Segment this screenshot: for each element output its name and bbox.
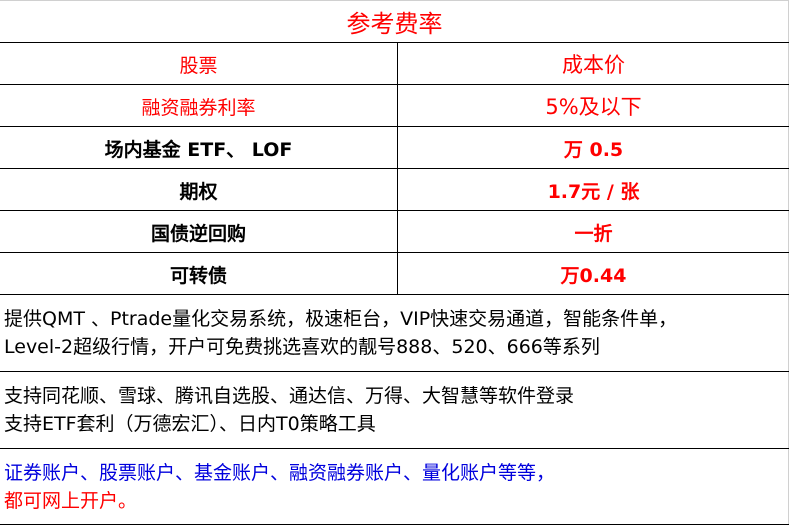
divider xyxy=(0,84,789,85)
divider xyxy=(0,371,789,372)
row-label-etf: 场内基金 ETF、 LOF xyxy=(104,138,293,161)
row-value-margin: 5%及以下 xyxy=(545,95,642,119)
divider xyxy=(0,252,789,253)
note-line: Level-2超级行情，开户可免费挑选喜欢的靓号888、520、666等系列 xyxy=(4,336,600,358)
row-label-repo: 国债逆回购 xyxy=(150,222,246,245)
note-line: 提供QMT 、Ptrade量化交易系统，极速柜台，VIP快速交易通道，智能条件单… xyxy=(4,308,678,330)
divider xyxy=(0,294,789,295)
note-software: 支持同花顺、雪球、腾讯自选股、通达信、万得、大智慧等软件登录 支持ETF套利（万… xyxy=(4,382,574,438)
row-label-convertible: 可转债 xyxy=(169,264,227,287)
note-line: 都可网上开户。 xyxy=(4,490,138,512)
row-value-convertible: 万0.44 xyxy=(560,264,627,287)
note-line: 支持同花顺、雪球、腾讯自选股、通达信、万得、大智慧等软件登录 xyxy=(4,385,575,407)
note-features: 提供QMT 、Ptrade量化交易系统，极速柜台，VIP快速交易通道，智能条件单… xyxy=(4,305,677,361)
divider xyxy=(0,126,789,127)
note-accounts: 证券账户、股票账户、基金账户、融资融券账户、量化账户等等， 都可网上开户。 xyxy=(4,459,555,515)
divider xyxy=(0,448,789,449)
row-value-stock: 成本价 xyxy=(562,53,625,77)
divider xyxy=(0,524,789,525)
row-value-repo: 一折 xyxy=(574,222,613,245)
note-line: 证券账户、股票账户、基金账户、融资融券账户、量化账户等等， xyxy=(4,462,556,484)
divider xyxy=(0,168,789,169)
table-title: 参考费率 xyxy=(346,10,443,38)
note-line: 支持ETF套利（万德宏汇）、日内T0策略工具 xyxy=(4,413,376,435)
row-label-stock: 股票 xyxy=(179,54,218,77)
row-value-options: 1.7元 / 张 xyxy=(547,180,640,203)
row-label-options: 期权 xyxy=(179,180,218,203)
divider xyxy=(0,42,789,43)
divider xyxy=(0,210,789,211)
row-label-margin: 融资融券利率 xyxy=(141,96,256,119)
column-divider xyxy=(397,42,398,294)
row-value-etf: 万 0.5 xyxy=(563,138,624,161)
